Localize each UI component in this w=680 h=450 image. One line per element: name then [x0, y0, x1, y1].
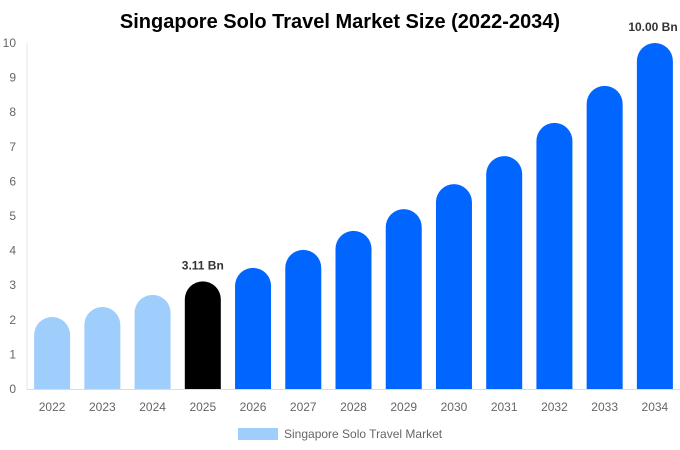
y-tick-label: 3	[9, 278, 16, 292]
x-axis: 2022 2023 2024 2025 2026 2027 2028 2029 2030 2031…	[27, 389, 680, 414]
x-tick-label: 2022	[39, 400, 66, 414]
bars	[34, 43, 673, 390]
x-tick-label: 2028	[340, 400, 367, 414]
x-tick-label: 2025	[189, 400, 216, 414]
x-tick-label: 2026	[240, 400, 267, 414]
x-tick-label: 2030	[441, 400, 468, 414]
chart-title: Singapore Solo Travel Market Size (2022-…	[120, 11, 560, 33]
y-tick-label: 8	[9, 105, 16, 119]
x-tick-label: 2027	[290, 400, 317, 414]
y-tick-label: 5	[9, 209, 16, 223]
x-tick-label: 2024	[139, 400, 166, 414]
y-tick-label: 4	[9, 244, 16, 258]
y-tick-label: 6	[9, 174, 16, 188]
bar-2023[interactable]	[84, 306, 121, 389]
bar-2027[interactable]	[285, 249, 322, 389]
bar-2025[interactable]	[184, 281, 221, 389]
bar-2032[interactable]	[536, 122, 573, 390]
x-tick-label: 2029	[390, 400, 417, 414]
legend-swatch	[238, 428, 278, 440]
x-tick-label: 2034	[642, 400, 669, 414]
x-tick-label: 2023	[89, 400, 116, 414]
bar-2031[interactable]	[486, 156, 523, 389]
legend[interactable]: Singapore Solo Travel Market	[238, 427, 443, 441]
data-labels: 3.11 Bn 10.00 Bn	[182, 20, 678, 272]
x-tick-label: 2032	[541, 400, 568, 414]
y-tick-label: 7	[9, 140, 16, 154]
bar-2033[interactable]	[586, 85, 623, 390]
y-tick-label: 1	[9, 347, 16, 361]
bar-2026[interactable]	[235, 267, 272, 389]
data-label: 10.00 Bn	[628, 20, 677, 34]
x-tick-label: 2031	[491, 400, 518, 414]
bar-2028[interactable]	[335, 230, 372, 389]
bar-2029[interactable]	[385, 209, 422, 389]
y-tick-label: 0	[9, 382, 16, 396]
y-axis: 0 1 2 3 4 5 6 7 8 9 10	[3, 36, 28, 396]
bar-2024[interactable]	[134, 294, 171, 389]
bar-2022[interactable]	[34, 317, 71, 389]
bar-2034[interactable]	[636, 43, 673, 389]
y-tick-label: 10	[3, 36, 17, 50]
bar-2030[interactable]	[435, 184, 472, 389]
legend-label: Singapore Solo Travel Market	[284, 427, 443, 441]
x-tick-label: 2033	[591, 400, 618, 414]
data-label: 3.11 Bn	[182, 258, 224, 272]
y-tick-label: 9	[9, 71, 16, 85]
y-tick-label: 2	[9, 313, 16, 327]
